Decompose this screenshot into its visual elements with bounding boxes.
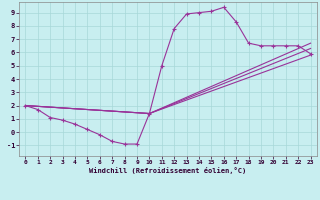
X-axis label: Windchill (Refroidissement éolien,°C): Windchill (Refroidissement éolien,°C) (89, 167, 247, 174)
